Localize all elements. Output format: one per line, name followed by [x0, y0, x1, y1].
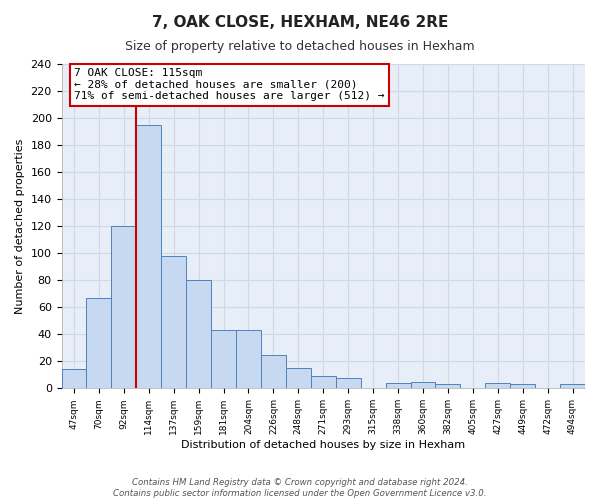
Text: Contains HM Land Registry data © Crown copyright and database right 2024.
Contai: Contains HM Land Registry data © Crown c… [113, 478, 487, 498]
Bar [410, 382, 436, 388]
Text: 7, OAK CLOSE, HEXHAM, NE46 2RE: 7, OAK CLOSE, HEXHAM, NE46 2RE [152, 15, 448, 30]
Text: Size of property relative to detached houses in Hexham: Size of property relative to detached ho… [125, 40, 475, 53]
X-axis label: Distribution of detached houses by size in Hexham: Distribution of detached houses by size … [181, 440, 466, 450]
Text: 7 OAK CLOSE: 115sqm
← 28% of detached houses are smaller (200)
71% of semi-detac: 7 OAK CLOSE: 115sqm ← 28% of detached ho… [74, 68, 385, 102]
Bar [236, 330, 261, 388]
Bar [211, 330, 236, 388]
Bar [311, 376, 336, 388]
Bar [510, 384, 535, 388]
Bar [485, 383, 510, 388]
Bar [136, 125, 161, 388]
Bar [336, 378, 361, 388]
Bar [161, 256, 186, 388]
Bar [86, 298, 112, 388]
Bar [560, 384, 585, 388]
Bar [436, 384, 460, 388]
Bar [386, 383, 410, 388]
Bar [286, 368, 311, 388]
Bar [261, 354, 286, 388]
Bar [186, 280, 211, 388]
Bar [62, 370, 86, 388]
Y-axis label: Number of detached properties: Number of detached properties [15, 138, 25, 314]
Bar [112, 226, 136, 388]
